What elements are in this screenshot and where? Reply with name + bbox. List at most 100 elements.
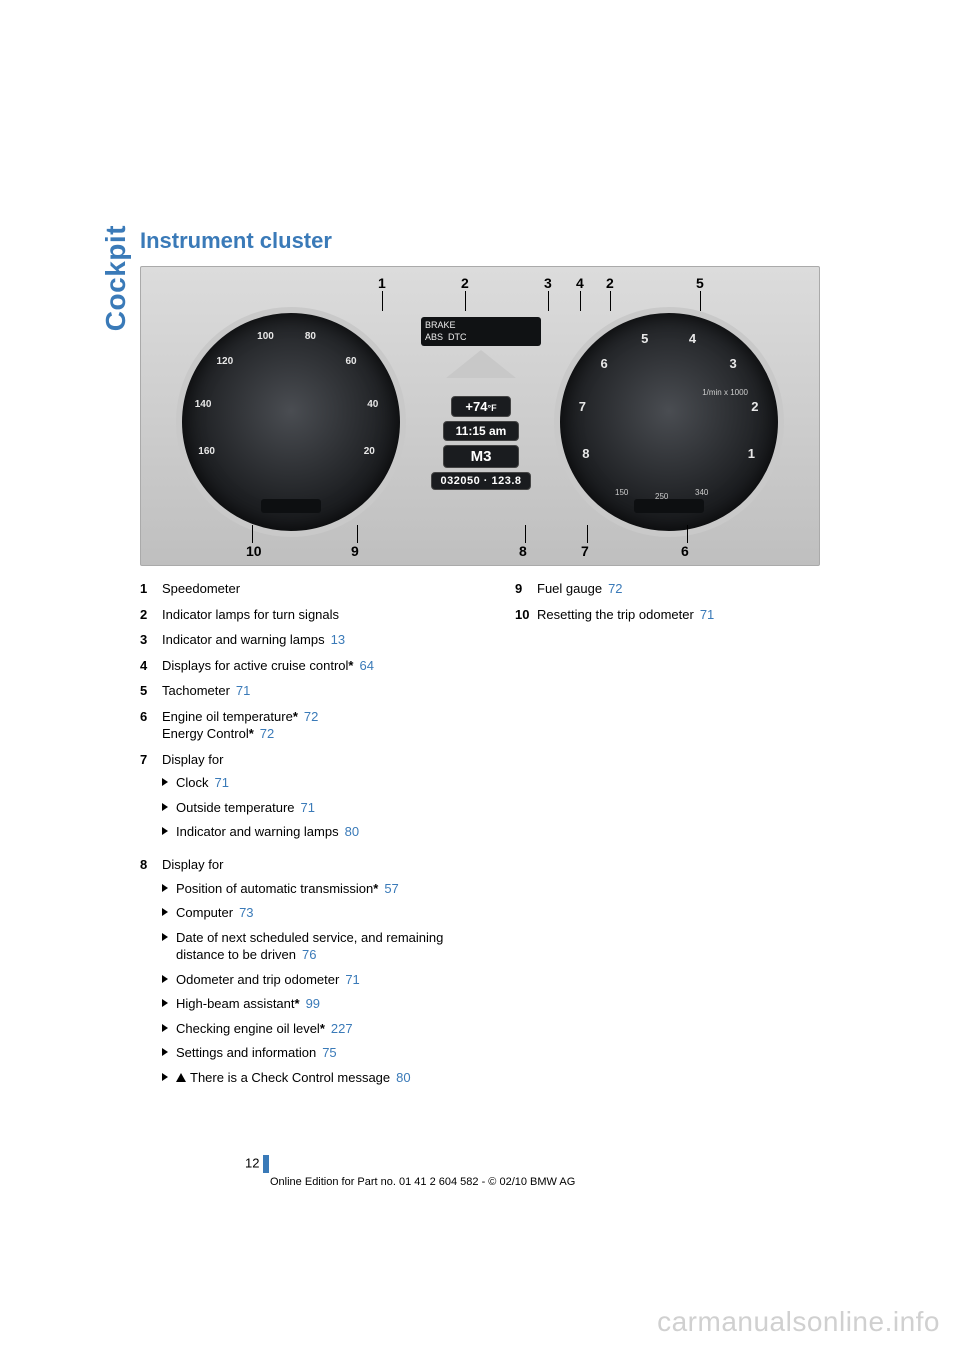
page-ref[interactable]: 76 — [302, 947, 316, 962]
bullet-icon — [162, 803, 168, 811]
speedo-tick: 160 — [198, 446, 215, 457]
page-ref[interactable]: 72 — [608, 581, 622, 596]
legend-body: Indicator and warning lamps13 — [162, 631, 485, 649]
speedo-tick: 20 — [364, 446, 375, 457]
legend-body: Fuel gauge72 — [537, 580, 860, 598]
page-ref[interactable]: 72 — [260, 726, 274, 741]
legend-num: 1 — [140, 580, 162, 598]
bullet-icon — [162, 975, 168, 983]
callout-2: 2 — [461, 275, 469, 291]
callout-7: 7 — [581, 543, 589, 559]
legend-num: 3 — [140, 631, 162, 649]
callout-6: 6 — [681, 543, 689, 559]
speedo-tick: 80 — [305, 331, 316, 342]
tach-tick: 8 — [582, 446, 589, 461]
legend-item-10: 10Resetting the trip odometer71 — [515, 606, 860, 624]
page-ref[interactable]: 13 — [331, 632, 345, 647]
speedo-tick: 60 — [346, 356, 357, 367]
legend-subitem: Indicator and warning lamps80 — [162, 823, 485, 841]
page-ref[interactable]: 71 — [301, 800, 315, 815]
page-ref[interactable]: 71 — [215, 775, 229, 790]
page-ref[interactable]: 73 — [239, 905, 253, 920]
legend-subitem: There is a Check Control message80 — [162, 1069, 485, 1087]
tach-tick: 4 — [689, 331, 696, 346]
legend-item-3: 3Indicator and warning lamps13 — [140, 631, 485, 649]
legend-subitem: High-beam assistant*99 — [162, 995, 485, 1013]
legend-subitem: Settings and information75 — [162, 1044, 485, 1062]
tach-tick: 2 — [751, 399, 758, 414]
oil-temp-bar — [634, 499, 704, 513]
clock-display: 11:15 am — [443, 421, 519, 441]
page-number: 12 — [245, 1155, 269, 1173]
page-ref[interactable]: 57 — [384, 881, 398, 896]
page-ref[interactable]: 80 — [345, 824, 359, 839]
speedo-tick: 120 — [216, 356, 233, 367]
tach-tick: 6 — [600, 356, 607, 371]
legend-subitem: Clock71 — [162, 774, 485, 792]
legend-item-8: 8Display forPosition of automatic transm… — [140, 856, 485, 1093]
legend-body: Display forPosition of automatic transmi… — [162, 856, 485, 1093]
dtc-lamp: DTC — [448, 332, 467, 342]
page-ref[interactable]: 71 — [345, 972, 359, 987]
bullet-icon — [162, 908, 168, 916]
instrument-cluster-figure: 123425 20406080100120140160 12345678 1/m… — [140, 266, 820, 566]
temp-tick: 150 — [615, 488, 628, 497]
legend-body: Indicator lamps for turn signals — [162, 606, 485, 624]
watermark: carmanualsonline.info — [657, 1306, 940, 1338]
legend-left-col: 1Speedometer2Indicator lamps for turn si… — [140, 580, 485, 1101]
speedo-tick: 100 — [257, 331, 274, 342]
legend-item-5: 5Tachometer71 — [140, 682, 485, 700]
page-ref[interactable]: 71 — [236, 683, 250, 698]
legend-subitem: Date of next scheduled service, and rema… — [162, 929, 485, 964]
bullet-icon — [162, 1048, 168, 1056]
legend-right-col: 9Fuel gauge7210Resetting the trip odomet… — [515, 580, 860, 1101]
legend-body: Display forClock71Outside temperature71I… — [162, 751, 485, 848]
bullet-icon — [162, 933, 168, 941]
legend-body: Speedometer — [162, 580, 485, 598]
bullet-icon — [162, 1073, 168, 1081]
speedo-tick: 40 — [367, 399, 378, 410]
page-ref[interactable]: 227 — [331, 1021, 353, 1036]
page-ref[interactable]: 64 — [359, 658, 373, 673]
callout-3: 3 — [544, 275, 552, 291]
tach-tick: 1 — [748, 446, 755, 461]
legend-item-7: 7Display forClock71Outside temperature71… — [140, 751, 485, 848]
bullet-icon — [162, 827, 168, 835]
legend-subitem: Position of automatic transmission*57 — [162, 880, 485, 898]
bullet-icon — [162, 999, 168, 1007]
cruise-road-icon — [446, 350, 516, 378]
gear-display: M3 — [443, 445, 519, 468]
bullet-icon — [162, 884, 168, 892]
page-content: Instrument cluster 123425 20406080100120… — [100, 228, 860, 1101]
legend-num: 4 — [140, 657, 162, 675]
temp-tick: 340 — [695, 488, 708, 497]
page-ref[interactable]: 71 — [700, 607, 714, 622]
legend-item-9: 9Fuel gauge72 — [515, 580, 860, 598]
tachometer-gauge: 12345678 1/min x 1000 150 250 340 — [554, 307, 784, 537]
footer-text: Online Edition for Part no. 01 41 2 604 … — [270, 1176, 575, 1188]
page-ref[interactable]: 80 — [396, 1070, 410, 1085]
legend-num: 2 — [140, 606, 162, 624]
legend-num: 10 — [515, 606, 537, 624]
brake-lamp: BRAKE — [425, 320, 456, 330]
legend-num: 9 — [515, 580, 537, 598]
legend-num: 8 — [140, 856, 162, 1093]
speedometer-gauge: 20406080100120140160 — [176, 307, 406, 537]
legend-num: 6 — [140, 708, 162, 743]
callout-9: 9 — [351, 543, 359, 559]
tach-tick: 5 — [641, 331, 648, 346]
page-ref[interactable]: 75 — [322, 1045, 336, 1060]
page-ref[interactable]: 72 — [304, 709, 318, 724]
page-ref[interactable]: 99 — [306, 996, 320, 1011]
legend-subitem: Odometer and trip odometer71 — [162, 971, 485, 989]
legend-body: Resetting the trip odometer71 — [537, 606, 860, 624]
callout-1: 1 — [378, 275, 386, 291]
legend-num: 7 — [140, 751, 162, 848]
warning-icon — [176, 1073, 186, 1082]
legend-subitem: Outside temperature71 — [162, 799, 485, 817]
abs-lamp: ABS — [425, 332, 443, 342]
legend-body: Displays for active cruise control*64 — [162, 657, 485, 675]
legend-columns: 1Speedometer2Indicator lamps for turn si… — [140, 580, 860, 1101]
legend-subitem: Computer73 — [162, 904, 485, 922]
legend-subitem: Checking engine oil level*227 — [162, 1020, 485, 1038]
